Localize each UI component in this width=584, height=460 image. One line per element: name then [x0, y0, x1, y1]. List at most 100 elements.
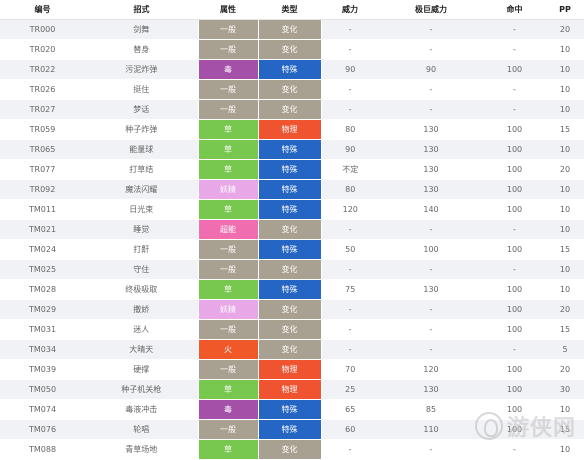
cell-power: 120: [321, 199, 379, 220]
cell-power: 80: [321, 119, 379, 140]
cell-id: TM074: [0, 399, 85, 420]
type-badge: 草: [197, 119, 259, 140]
cell-power: 90: [321, 59, 379, 80]
table-row: TR026 挺住 一般 变化 - - -10: [0, 79, 584, 100]
cell-id: TM034: [0, 339, 85, 360]
cell-accuracy: 100: [483, 59, 546, 80]
table-header-row: 编号 招式 属性 类型 威力 极巨威力 命中 PP: [0, 0, 584, 20]
cell-max-power: 130: [379, 279, 483, 300]
cell-max-power: -: [379, 259, 483, 280]
cell-move: 能量球: [85, 139, 198, 160]
table-row: TM021 睡觉 超能 变化 - - -10: [0, 219, 584, 240]
cell-max-power: 130: [379, 179, 483, 200]
cell-power: -: [321, 339, 379, 360]
cell-accuracy: -: [483, 39, 546, 60]
cell-max-power: 120: [379, 359, 483, 380]
cell-id: TM028: [0, 279, 85, 300]
category-badge: 特殊: [257, 199, 322, 220]
cell-power: -: [321, 439, 379, 460]
type-badge: 火: [197, 339, 259, 360]
header-power: 威力: [321, 0, 379, 20]
cell-move: 毒液冲击: [85, 399, 198, 420]
cell-id: TM076: [0, 419, 85, 440]
cell-max-power: 130: [379, 119, 483, 140]
cell-max-power: -: [379, 439, 483, 460]
cell-pp: 20: [546, 299, 584, 320]
cell-move: 剑舞: [85, 19, 198, 40]
table-row: TR092 魔法闪耀 妖精 特殊 80 130 100 10: [0, 179, 584, 200]
category-badge: 变化: [257, 319, 322, 340]
cell-accuracy: 100: [483, 139, 546, 160]
cell-move: 梦话: [85, 99, 198, 120]
cell-accuracy: 100: [483, 199, 546, 220]
table-row: TR000 剑舞 一般 变化 - - -20: [0, 19, 584, 40]
header-move: 招式: [85, 0, 198, 20]
cell-id: TM050: [0, 379, 85, 400]
cell-power: 60: [321, 419, 379, 440]
cell-accuracy: 100: [483, 119, 546, 140]
cell-pp: 20: [546, 159, 584, 180]
cell-accuracy: 100: [483, 239, 546, 260]
watermark-text: 游侠网: [506, 416, 576, 441]
cell-id: TM088: [0, 439, 85, 460]
category-badge: 特殊: [257, 59, 322, 80]
cell-move: 撒娇: [85, 299, 198, 320]
table-row: TM025 守住 一般 变化 - - -10: [0, 259, 584, 280]
cell-power: -: [321, 39, 379, 60]
type-badge: 超能: [197, 219, 259, 240]
cell-accuracy: -: [483, 439, 546, 460]
cell-pp: 15: [546, 319, 584, 340]
cell-accuracy: 100: [483, 279, 546, 300]
cell-id: TR077: [0, 159, 85, 180]
cell-max-power: -: [379, 79, 483, 100]
type-badge: 草: [197, 439, 259, 460]
cell-move: 打鼾: [85, 239, 198, 260]
cell-power: -: [321, 79, 379, 100]
cell-max-power: 130: [379, 159, 483, 180]
category-badge: 特殊: [257, 159, 322, 180]
cell-pp: 15: [546, 239, 584, 260]
cell-id: TM011: [0, 199, 85, 220]
cell-power: 不定: [321, 159, 379, 180]
type-badge: 一般: [197, 259, 259, 280]
watermark: 游侠网: [474, 410, 576, 442]
cell-max-power: -: [379, 219, 483, 240]
header-id: 编号: [0, 0, 85, 20]
cell-move: 迷人: [85, 319, 198, 340]
cell-max-power: 110: [379, 419, 483, 440]
cell-accuracy: -: [483, 19, 546, 40]
type-badge: 草: [197, 199, 259, 220]
table-row: TM050 种子机关枪草物理 25 130 100 30: [0, 379, 584, 400]
type-badge: 一般: [197, 319, 259, 340]
cell-power: -: [321, 99, 379, 120]
category-badge: 物理: [257, 359, 322, 380]
cell-max-power: -: [379, 19, 483, 40]
table-row: TR027 梦话 一般 变化 - - -10: [0, 99, 584, 120]
cell-move: 终极吸取: [85, 279, 198, 300]
cell-id: TR027: [0, 99, 85, 120]
cell-move: 日光束: [85, 199, 198, 220]
cell-id: TR026: [0, 79, 85, 100]
type-badge: 一般: [197, 419, 259, 440]
cell-max-power: 130: [379, 139, 483, 160]
table-row: TM076 轮唱 一般 特殊 60 110 100 15: [0, 419, 584, 440]
cell-pp: 10: [546, 59, 584, 80]
cell-pp: 10: [546, 399, 584, 420]
cell-id: TM039: [0, 359, 85, 380]
cell-move: 轮唱: [85, 419, 198, 440]
category-badge: 变化: [257, 339, 322, 360]
cell-move: 大晴天: [85, 339, 198, 360]
table-row: TR022 污泥炸弹毒特殊 90 90 100 10: [0, 59, 584, 80]
cell-pp: 10: [546, 139, 584, 160]
table-row: TM034 大晴天火变化 - - -5: [0, 339, 584, 360]
cell-max-power: -: [379, 39, 483, 60]
category-badge: 变化: [257, 219, 322, 240]
category-badge: 特殊: [257, 179, 322, 200]
cell-accuracy: 100: [483, 399, 546, 420]
cell-accuracy: 100: [483, 319, 546, 340]
category-badge: 变化: [257, 79, 322, 100]
cell-id: TR065: [0, 139, 85, 160]
cell-accuracy: 100: [483, 299, 546, 320]
cell-pp: 10: [546, 439, 584, 460]
